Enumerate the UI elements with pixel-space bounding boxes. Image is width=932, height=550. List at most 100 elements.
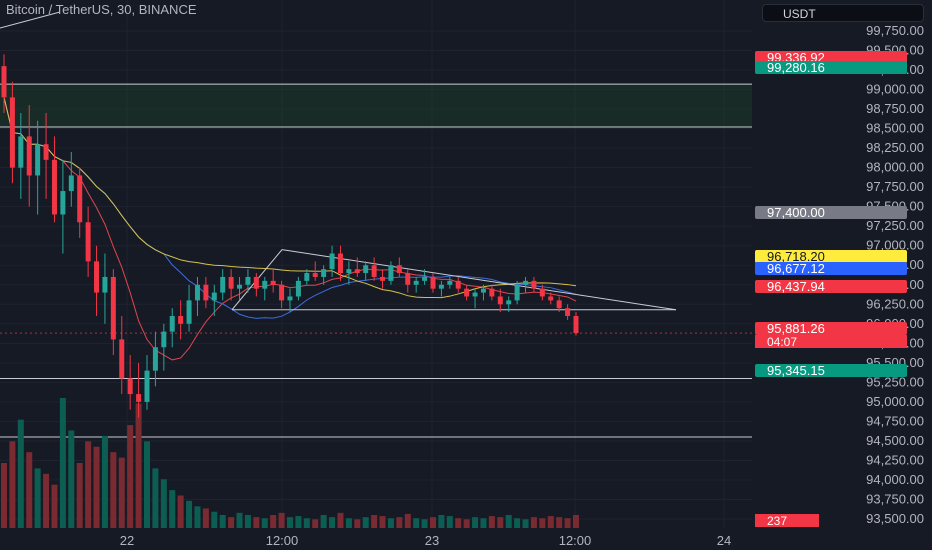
price-badge [755,206,907,219]
volume-bar [17,419,24,528]
volume-bar [135,403,142,528]
volume-bar [85,441,92,528]
volume-bar [43,473,50,528]
price-tick-label: 98,500.00 [866,121,924,136]
price-tick-label: 96,250.00 [866,296,924,311]
volume-bar [26,452,33,528]
volume-bar [505,515,512,528]
candle-body [354,269,360,274]
countdown-badge [755,335,907,348]
price-badge [755,61,907,74]
price-axis[interactable]: 93,500.00 93,750.00 94,000.00 94,250.00 94,5… [752,0,932,550]
volume-bar [278,512,285,528]
volume-bar [320,515,327,528]
candle-body [203,284,209,301]
volume-bar [547,516,554,528]
volume-bar [160,479,167,528]
price-tick-label: 98,750.00 [866,101,924,116]
time-axis[interactable]: 22 12:00 23 12:00 24 [0,528,752,550]
price-badge [755,51,907,64]
trendline-top-left [0,11,61,29]
candle-body [346,269,352,274]
volume-bar [110,452,117,528]
volume-bar [270,515,277,528]
volume-bar [564,518,571,528]
candle-body [220,276,226,293]
green-zone [0,84,752,128]
volume-bar [303,518,310,528]
candle-body [18,136,24,168]
volume-bar [556,517,563,528]
volume-bar [337,512,344,528]
time-axis-bg [0,528,752,550]
candle-body [279,284,285,301]
volume-bar [236,512,243,528]
candle-body [127,378,133,395]
volume-bar [253,517,260,528]
volume-bar [244,515,251,528]
candle-body [211,292,217,301]
candle-body [194,284,200,301]
volume-bars [1,398,579,528]
trendline-drawings[interactable] [0,11,677,311]
candle-body [337,253,343,274]
time-tick-label: 12:00 [559,533,592,548]
price-badge [755,280,907,293]
volume-bar [413,518,420,528]
currency-selector[interactable]: USDT [762,4,924,22]
volume-bar [228,517,235,528]
volume-bar [76,463,83,528]
volume-bar [127,425,134,528]
price-badge-label: 95,345.15 [767,363,825,378]
candle-body [178,315,184,324]
candle-body [464,288,470,297]
candle-body [228,276,234,289]
price-tick-label: 93,750.00 [866,491,924,506]
ma-yellow-line [3,97,577,299]
volume-bar [371,515,378,528]
volume-bar [345,518,352,528]
candle-body [573,315,579,334]
price-tick-label: 94,000.00 [866,472,924,487]
volume-bar [404,513,411,528]
time-tick-label: 22 [120,533,134,548]
price-tick-label: 98,250.00 [866,140,924,155]
candle-body [438,284,444,289]
candle-body [68,175,74,192]
volume-bar [261,518,268,528]
volume-bar [169,490,176,528]
volume-bar [522,519,529,528]
symbol-title[interactable]: Bitcoin / TetherUS, 30, BINANCE [6,2,197,17]
volume-bar [194,506,201,528]
candle-body [77,175,83,223]
price-tick-label: 97,750.00 [866,179,924,194]
candle-body [237,284,243,289]
price-badge-label: 96,437.94 [767,279,825,294]
candle-body [539,288,545,297]
volume-bar [202,508,209,528]
volume-bar [219,515,226,528]
price-tick-label: 97,000.00 [866,238,924,253]
candle-body [43,144,49,160]
candle-body [321,269,327,277]
candle-body [312,273,318,277]
volume-bar [329,517,336,528]
descending-trendline [281,249,677,311]
price-badge [755,250,907,263]
volume-bar [354,519,361,528]
price-tick-label: 98,000.00 [866,160,924,175]
support-resistance-zone [0,83,752,438]
candle-body [1,66,7,98]
volume-bar [51,484,58,528]
candle-body [506,300,512,305]
volume-bar [488,516,495,528]
volume-bar [421,519,428,528]
candle-body [253,276,259,289]
price-tick-label: 99,750.00 [866,23,924,38]
volume-bar [59,398,66,528]
price-tick-label: 93,500.00 [866,511,924,526]
candle-body [119,339,125,379]
volume-bar [144,441,150,528]
candle-body [371,265,377,277]
